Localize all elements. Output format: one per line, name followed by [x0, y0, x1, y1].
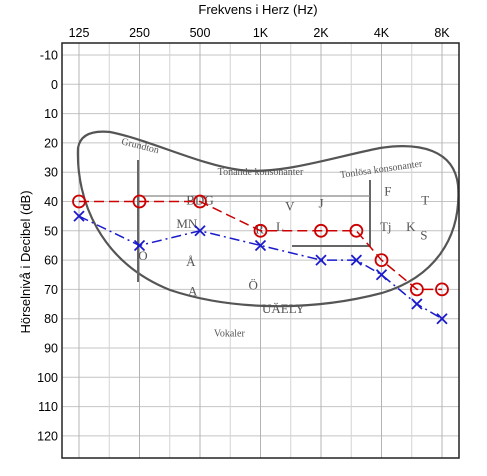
y-tick-label: 60 [44, 254, 58, 268]
y-tick-label: -10 [40, 49, 58, 63]
x-marker-stroke [315, 254, 327, 266]
chart-title: Frekvens i Herz (Hz) [198, 2, 317, 17]
series-line [78, 215, 443, 320]
data-point-x [350, 254, 363, 266]
overlay-annotation: V [285, 198, 295, 213]
data-point-x [254, 239, 267, 252]
overlay-annotation: R [255, 222, 264, 237]
overlay-annotation: Å [186, 254, 196, 269]
x-marker-stroke [350, 254, 363, 266]
y-tick-label: 20 [44, 136, 58, 150]
overlay-annotation: J [318, 195, 323, 210]
data-point-circle [409, 282, 424, 297]
overlay-annotation: UÄELY [262, 301, 305, 316]
y-tick-label: 70 [44, 283, 58, 297]
data-point-circle [349, 223, 364, 238]
overlay-annotation: Tj [380, 219, 392, 234]
data-point-circle [314, 223, 328, 238]
y-tick-label: 40 [44, 195, 58, 209]
overlay-annotation: MN [176, 216, 198, 231]
data-series [72, 194, 449, 325]
y-tick-label: 100 [37, 371, 58, 385]
y-tick-label: 120 [37, 429, 58, 443]
overlay-annotation: S [420, 228, 427, 243]
data-point-circle [253, 223, 268, 238]
speech-banana-outline [76, 130, 460, 308]
y-tick-label: 90 [44, 342, 58, 356]
x-tick-label: 8K [434, 26, 450, 40]
series-line [79, 200, 442, 291]
x-marker-stroke [411, 298, 423, 310]
overlay-annotation: Vokaler [214, 328, 246, 339]
overlay-annotation: F [384, 184, 391, 199]
axis-ticks: -10 0 10 20 30 40 50 60 70 80 90 100 110 120 125 250 500… [37, 26, 450, 443]
x-tick-label: 4K [374, 26, 390, 40]
data-point-x [73, 210, 85, 222]
x-tick-label: 2K [313, 26, 329, 40]
data-point-circle [72, 194, 86, 209]
y-axis-label: Hörselnivå i Decibel (dB) [18, 190, 33, 333]
data-point-circle [193, 194, 207, 209]
data-point-x [194, 225, 206, 237]
x-marker-stroke [194, 225, 206, 237]
x-tick-label: 125 [69, 26, 90, 40]
data-point-x [436, 313, 448, 325]
overlay-annotation: A [188, 283, 198, 298]
x-tick-label: 1K [253, 26, 269, 40]
plot-frame [61, 42, 460, 459]
y-tick-label: 50 [44, 224, 58, 238]
overlay-annotation: Tonande konsonanter [218, 167, 304, 178]
y-tick-label: 110 [38, 400, 58, 414]
overlay-annotation: BDG [186, 192, 213, 207]
data-point-circle [435, 282, 449, 297]
data-point-x [133, 239, 146, 252]
data-point-circle [374, 253, 389, 268]
data-point-x [315, 254, 327, 266]
overlay-annotation: O [138, 248, 147, 263]
y-tick-label: 10 [44, 107, 58, 121]
y-tick-label: 0 [51, 78, 58, 92]
overlay-annotation: Ö [249, 277, 258, 292]
x-tick-label: 500 [190, 26, 211, 40]
x-tick-label: 250 [129, 26, 150, 40]
overlay-annotation: T [421, 192, 429, 207]
y-tick-label: 80 [44, 312, 58, 326]
data-point-x [411, 298, 423, 310]
data-point-circle [132, 194, 147, 209]
x-marker-stroke [133, 239, 146, 252]
overlay-annotation: K [406, 219, 416, 234]
x-marker-stroke [375, 269, 388, 281]
y-tick-label: 30 [44, 166, 58, 180]
x-marker-stroke [254, 239, 267, 252]
data-point-x [375, 269, 388, 281]
x-marker-stroke [73, 210, 85, 222]
overlay-annotation: L [276, 219, 284, 234]
x-marker-stroke [436, 313, 448, 325]
